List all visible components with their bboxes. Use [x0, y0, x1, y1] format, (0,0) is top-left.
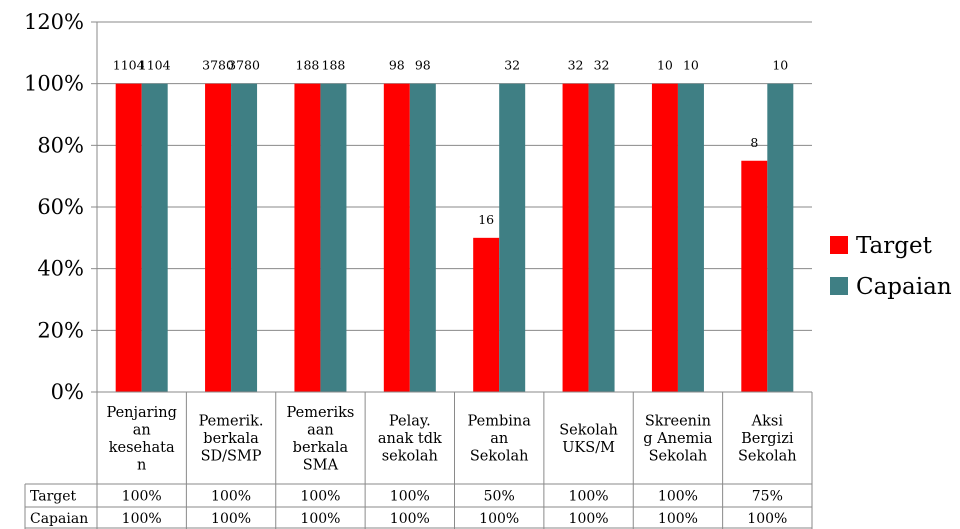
table-cell: 100% — [569, 511, 609, 527]
table-cell: 100% — [122, 489, 162, 505]
target-data-label: 8 — [750, 135, 758, 150]
legend-label-target: Target — [856, 233, 933, 259]
table-cell: 75% — [752, 489, 783, 505]
y-tick-label: 0% — [51, 380, 84, 404]
target-bar — [741, 160, 768, 392]
category-label-line: berkala — [203, 431, 259, 447]
table-row-label-target: Target — [30, 489, 77, 505]
target-data-label: 188 — [296, 58, 320, 73]
target-bar — [383, 83, 410, 393]
category-label-line: UKS/M — [562, 440, 615, 456]
y-tick-label: 20% — [37, 318, 84, 342]
capaian-bar — [677, 83, 704, 393]
category-label-line: an — [133, 422, 151, 438]
table-cell: 100% — [300, 489, 340, 505]
y-tick-label: 100% — [24, 72, 84, 96]
table-cell: 100% — [747, 511, 787, 527]
category-label-line: berkala — [293, 440, 349, 456]
capaian-bar — [320, 83, 347, 393]
capaian-bar — [588, 83, 615, 393]
table-cell: 100% — [569, 489, 609, 505]
category-label-line: sekolah — [382, 449, 438, 465]
capaian-bar — [767, 83, 794, 393]
y-tick-label: 60% — [37, 195, 84, 219]
category-label-line: kesehata — [109, 440, 175, 456]
table-cell: 100% — [390, 511, 430, 527]
table-row-label-capaian: Capaian — [30, 511, 88, 527]
capaian-data-label: 32 — [504, 58, 520, 73]
table-cell: 100% — [300, 511, 340, 527]
category-label-line: an — [490, 431, 508, 447]
category-label: Sekolah UKS/M — [559, 422, 618, 456]
capaian-bar — [409, 83, 436, 393]
capaian-data-label: 10 — [772, 58, 788, 73]
category-label-line: Pelay. — [389, 414, 431, 430]
capaian-data-label: 32 — [594, 58, 610, 73]
capaian-bar — [141, 83, 168, 393]
target-bar — [473, 237, 500, 392]
target-data-label: 32 — [568, 58, 584, 73]
y-tick-label: 80% — [37, 133, 84, 157]
category-label: Penjaring an kesehata n — [107, 405, 177, 474]
target-data-label: 16 — [478, 212, 494, 227]
category-label-line: aan — [307, 422, 334, 438]
category-label-line: Sekolah — [559, 422, 618, 438]
table-cell: 100% — [122, 511, 162, 527]
category-label-line: Penjaring — [107, 405, 177, 421]
category-label: Pelay. anak tdk sekolah — [378, 414, 442, 465]
table-cell: 50% — [484, 489, 515, 505]
target-bar — [651, 83, 678, 393]
category-label-line: Pemeriks — [287, 405, 355, 421]
category-label-line: SMA — [303, 457, 339, 473]
category-label: Pemeriks aan berkala SMA — [287, 405, 355, 474]
category-label-line: anak tdk — [378, 431, 442, 447]
category-label-line: Sekolah — [738, 449, 797, 465]
table-cell: 100% — [211, 511, 251, 527]
category-label-line: Pembina — [468, 414, 532, 430]
category-label: Pembina an Sekolah — [468, 414, 532, 465]
capaian-data-label: 10 — [683, 58, 699, 73]
legend-label-capaian: Capaian — [856, 274, 952, 300]
target-data-label: 3780 — [202, 58, 234, 73]
table-cell: 100% — [658, 511, 698, 527]
category-label-line: Sekolah — [470, 449, 529, 465]
target-bar — [115, 83, 142, 393]
table-cell: 100% — [211, 489, 251, 505]
category-label-line: Skreenin — [645, 414, 711, 430]
capaian-data-label: 188 — [322, 58, 346, 73]
category-label-line: SD/SMP — [201, 449, 262, 465]
target-bar — [294, 83, 321, 393]
category-label-line: Pemerik. — [199, 414, 264, 430]
table-cell: 100% — [658, 489, 698, 505]
capaian-data-label: 3780 — [228, 58, 260, 73]
category-label-line: g Anemia — [643, 431, 713, 447]
y-tick-label: 40% — [37, 257, 84, 281]
target-data-label: 1104 — [113, 58, 145, 73]
legend-swatch-target — [830, 236, 848, 254]
category-label-line: Bergizi — [741, 431, 794, 447]
category-label: Pemerik. berkala SD/SMP — [199, 414, 264, 465]
category-label: Aksi Bergizi Sekolah — [738, 414, 797, 465]
capaian-bar — [231, 83, 258, 393]
target-bar — [205, 83, 232, 393]
target-data-label: 10 — [657, 58, 673, 73]
capaian-data-label: 98 — [415, 58, 431, 73]
table-cell: 100% — [479, 511, 519, 527]
legend-swatch-capaian — [830, 277, 848, 295]
capaian-data-label: 1104 — [139, 58, 171, 73]
capaian-bar — [499, 83, 526, 393]
target-bar — [562, 83, 589, 393]
y-tick-label: 120% — [24, 10, 84, 34]
table-cell: 100% — [390, 489, 430, 505]
category-label: Skreenin g Anemia Sekolah — [643, 414, 713, 465]
target-data-label: 98 — [389, 58, 405, 73]
category-label-line: Sekolah — [649, 449, 708, 465]
category-label-line: n — [137, 457, 146, 473]
category-label-line: Aksi — [751, 414, 784, 430]
